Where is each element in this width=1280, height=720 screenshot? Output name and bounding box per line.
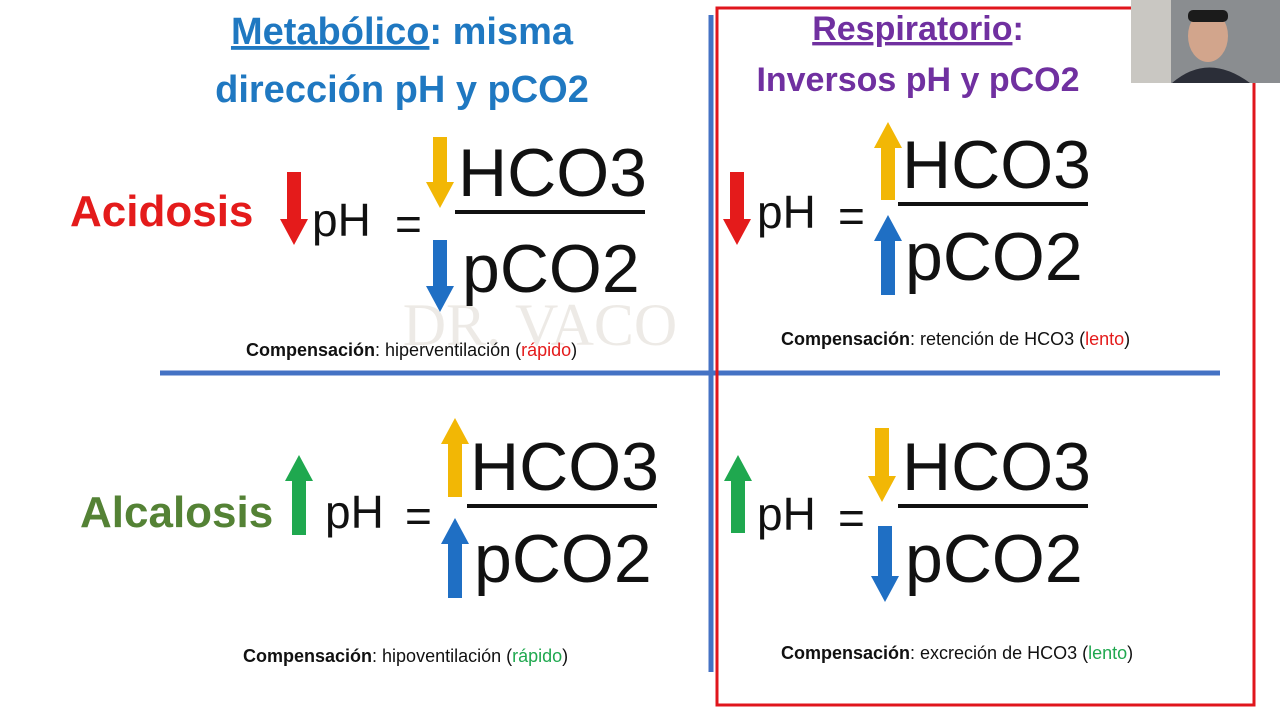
denominator: pCO2 <box>905 521 1083 597</box>
numerator: HCO3 <box>902 429 1091 505</box>
header-right-line2: Inversos pH y pCO2 <box>756 61 1079 99</box>
equals: = <box>405 490 432 542</box>
compensation: Compensación: excreción de HCO3 (lento) <box>781 643 1133 663</box>
arrow <box>871 526 899 602</box>
equals: = <box>838 190 865 242</box>
denominator: pCO2 <box>462 231 640 307</box>
row-label: Acidosis <box>70 187 253 236</box>
numerator: HCO3 <box>902 127 1091 203</box>
compensation-close: ) <box>571 340 577 360</box>
compensation-close: ) <box>1124 329 1130 349</box>
header-left: Metabólico: misma <box>231 11 574 53</box>
numerator: HCO3 <box>458 135 647 211</box>
compensation-text: : retención de HCO3 ( <box>910 329 1085 349</box>
compensation-text: : excreción de HCO3 ( <box>910 643 1088 663</box>
compensation-close: ) <box>1127 643 1133 663</box>
compensation-text: : hiperventilación ( <box>375 340 521 360</box>
compensation-speed: lento <box>1088 643 1127 663</box>
compensation-speed: rápido <box>512 646 562 666</box>
ph: pH <box>757 186 816 238</box>
header-rest: : <box>1012 10 1023 48</box>
compensation-text: : hipoventilación ( <box>372 646 512 666</box>
ph: pH <box>325 486 384 538</box>
compensation: Compensación: hiperventilación (rápido) <box>246 340 577 360</box>
row-label: Alcalosis <box>80 488 273 537</box>
header-right: Respiratorio: <box>812 10 1024 48</box>
arrow <box>426 240 454 312</box>
arrow <box>724 455 752 533</box>
ph: pH <box>312 194 371 246</box>
compensation-label: Compensación <box>243 646 372 666</box>
header-left-line2: dirección pH y pCO2 <box>215 69 589 111</box>
arrow <box>441 418 469 497</box>
arrow <box>723 172 751 245</box>
header-emph: Metabólico <box>231 11 429 53</box>
arrow <box>441 518 469 598</box>
arrow <box>426 137 454 208</box>
denominator: pCO2 <box>474 521 652 597</box>
numerator: HCO3 <box>470 429 659 505</box>
respiratory-frame <box>715 6 1256 707</box>
equals: = <box>395 198 422 250</box>
arrow <box>868 428 896 502</box>
header-emph: Respiratorio <box>812 10 1012 48</box>
compensation: Compensación: hipoventilación (rápido) <box>243 646 568 666</box>
header-rest: : misma <box>429 11 573 53</box>
ph: pH <box>757 488 816 540</box>
compensation-speed: lento <box>1085 329 1124 349</box>
webcam <box>1131 0 1280 83</box>
compensation-speed: rápido <box>521 340 571 360</box>
arrow <box>280 172 308 245</box>
arrow <box>285 455 313 535</box>
watermark: DR. VACO <box>403 292 678 358</box>
compensation-label: Compensación <box>781 329 910 349</box>
compensation-close: ) <box>562 646 568 666</box>
denominator: pCO2 <box>905 219 1083 295</box>
arrow <box>874 215 902 295</box>
compensation-label: Compensación <box>781 643 910 663</box>
arrow <box>874 122 902 200</box>
equals: = <box>838 492 865 544</box>
compensation: Compensación: retención de HCO3 (lento) <box>781 329 1130 349</box>
compensation-label: Compensación <box>246 340 375 360</box>
